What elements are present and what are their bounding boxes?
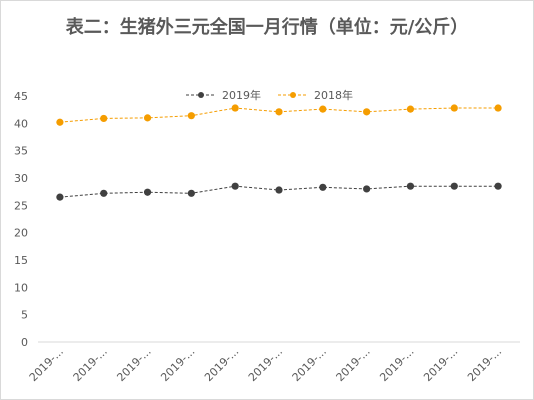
data-point [319, 105, 327, 113]
data-point [56, 193, 64, 201]
data-point [450, 182, 458, 190]
data-point [494, 182, 502, 190]
chart-title: 表二：生猪外三元全国一月行情（单位：元/公斤） [65, 17, 469, 38]
y-tick-label: 30 [14, 172, 28, 185]
data-point [319, 183, 327, 191]
data-point [56, 118, 64, 126]
y-tick-label: 35 [14, 145, 28, 158]
x-tick-label: 2019-... [290, 345, 329, 384]
data-point [143, 114, 152, 122]
data-point [100, 114, 108, 123]
x-tick-label: 2019-... [334, 345, 373, 384]
data-point [187, 189, 195, 197]
data-point [100, 189, 108, 197]
x-tick-label: 2019-... [465, 345, 504, 384]
data-point [187, 112, 195, 120]
x-tick-label: 2019-... [421, 345, 460, 384]
y-tick-label: 25 [14, 199, 28, 212]
data-point [363, 185, 371, 193]
y-tick-label: 40 [14, 117, 28, 130]
y-tick-label: 0 [21, 336, 28, 349]
legend-marker-2 [290, 92, 296, 98]
data-point [275, 108, 283, 116]
y-tick-label: 45 [14, 90, 28, 103]
x-tick-label: 2019-... [71, 345, 110, 384]
data-point [275, 186, 283, 194]
data-point [406, 182, 415, 190]
y-tick-label: 15 [14, 254, 28, 267]
x-tick-label: 2019-... [377, 345, 416, 384]
data-point [231, 182, 239, 190]
legend-label-1: 2019年 [222, 88, 261, 102]
x-tick-label: 2019-... [246, 345, 285, 384]
data-point [143, 188, 152, 196]
data-point [363, 108, 371, 116]
data-point [494, 104, 502, 112]
data-point [231, 104, 239, 112]
y-tick-label: 10 [14, 281, 28, 294]
legend-marker-1 [198, 92, 204, 98]
y-tick-label: 20 [14, 227, 28, 240]
data-point [450, 104, 458, 112]
x-tick-label: 2019-... [27, 345, 66, 384]
data-point [406, 105, 415, 113]
x-tick-label: 2019-... [202, 345, 241, 384]
x-tick-label: 2019-... [114, 345, 153, 384]
x-tick-label: 2019-... [158, 345, 197, 384]
legend-label-2: 2018年 [314, 88, 353, 102]
y-tick-label: 5 [21, 309, 28, 322]
